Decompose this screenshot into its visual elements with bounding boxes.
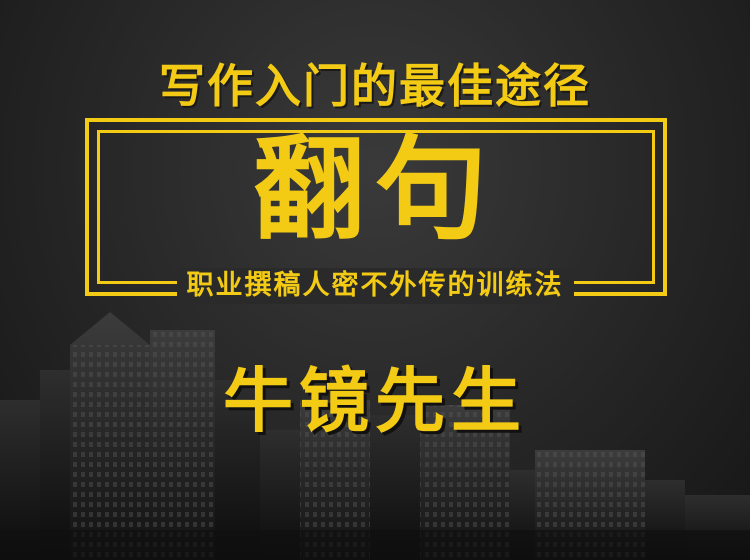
tagline: 写作入门的最佳途径 [159,59,591,113]
subtitle: 职业撰稿人密不外传的训练法 [176,268,574,304]
headline-title: 翻句 [253,124,497,255]
author-name: 牛镜先生 [223,359,527,442]
subtitle-row: 职业撰稿人密不外传的训练法 [0,268,750,304]
